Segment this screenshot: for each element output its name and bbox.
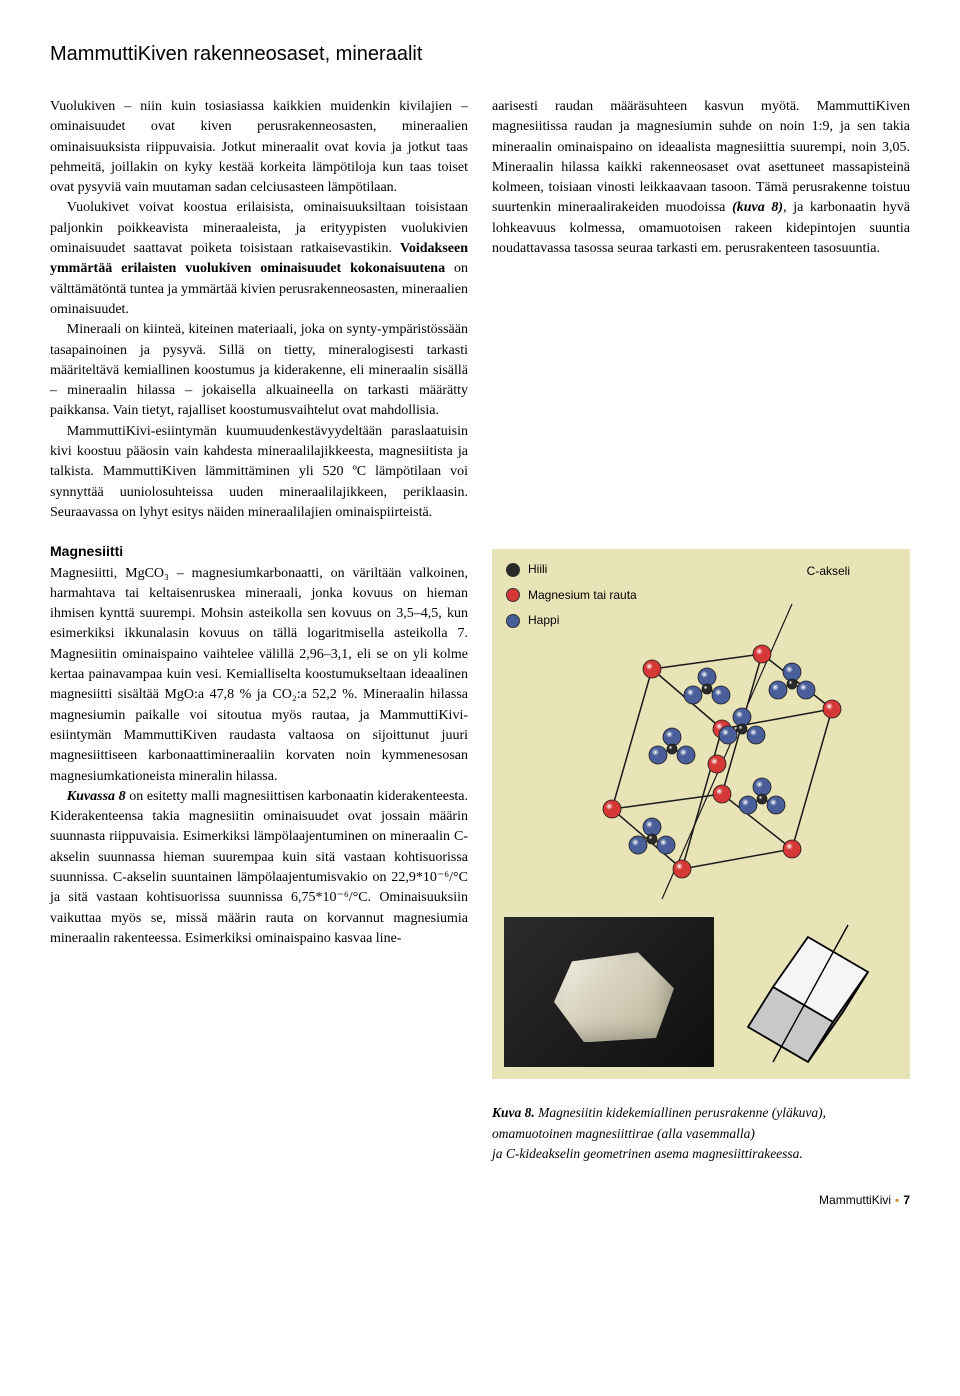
footer-brand: MammuttiKivi [819,1193,891,1207]
caption-prefix: Kuva 8. [492,1105,535,1120]
figure-caption: Kuva 8. Magnesiitin kidekemiallinen peru… [492,1103,910,1164]
footer-separator: ▪ [891,1193,903,1207]
legend-dot-oxygen [506,614,520,628]
caption-line: ja C-kideakselin geometrinen asema magne… [492,1146,803,1161]
crystal-lattice-svg [532,599,892,919]
section-heading-magnesiitti: Magnesiitti [50,541,468,561]
paragraph: Magnesiitti, MgCO₃ – magnesiumkarbonaatt… [50,564,468,787]
paragraph: Kuvassa 8 on esitetty malli magnesiittis… [50,787,468,949]
page-footer: MammuttiKivi▪7 [50,1192,910,1209]
legend-dot-mg-fe [506,588,520,602]
caption-line: Magnesiitin kidekemiallinen perusrakenne… [535,1105,826,1120]
figure-8-diagram: Hiili Magnesium tai rauta Happi C-akseli… [492,549,910,1079]
legend-dot-carbon [506,563,520,577]
paragraph: MammuttiKivi-esiintymän kuumuudenkestävy… [50,422,468,523]
page-title: MammuttiKiven rakenneosaset, mineraalit [50,40,910,69]
figure-reference: Kuvassa 8 [67,789,126,804]
text: on esitetty malli magnesiittisen karbona… [50,789,468,946]
rhombohedron-diagram [718,917,898,1067]
right-column: aarisesti raudan määräsuhteen kasvun myö… [492,97,910,1164]
legend-item-carbon: Hiili [506,561,637,578]
paragraph: aarisesti raudan määräsuhteen kasvun myö… [492,97,910,259]
paragraph: Vuolukiven – niin kuin tosiasiassa kaikk… [50,97,468,198]
paragraph: Mineraali on kiinteä, kiteinen materiaal… [50,320,468,421]
figure-reference: (kuva 8) [732,200,783,215]
mineral-photo [504,917,714,1067]
text: aarisesti raudan määräsuhteen kasvun myö… [492,99,910,215]
two-column-layout: Vuolukiven – niin kuin tosiasiassa kaikk… [50,97,910,1164]
legend-label: Hiili [528,561,547,578]
left-column: Vuolukiven – niin kuin tosiasiassa kaikk… [50,97,468,1164]
mineral-crystal-shape [554,952,674,1042]
caption-line: omamuotoinen magnesiittirae (alla vasemm… [492,1126,755,1141]
rhombohedron-svg [718,917,898,1067]
paragraph: Vuolukivet voivat koostua erilaisista, o… [50,198,468,320]
c-axis-label-top: C-akseli [807,563,850,580]
page-number: 7 [903,1193,910,1207]
